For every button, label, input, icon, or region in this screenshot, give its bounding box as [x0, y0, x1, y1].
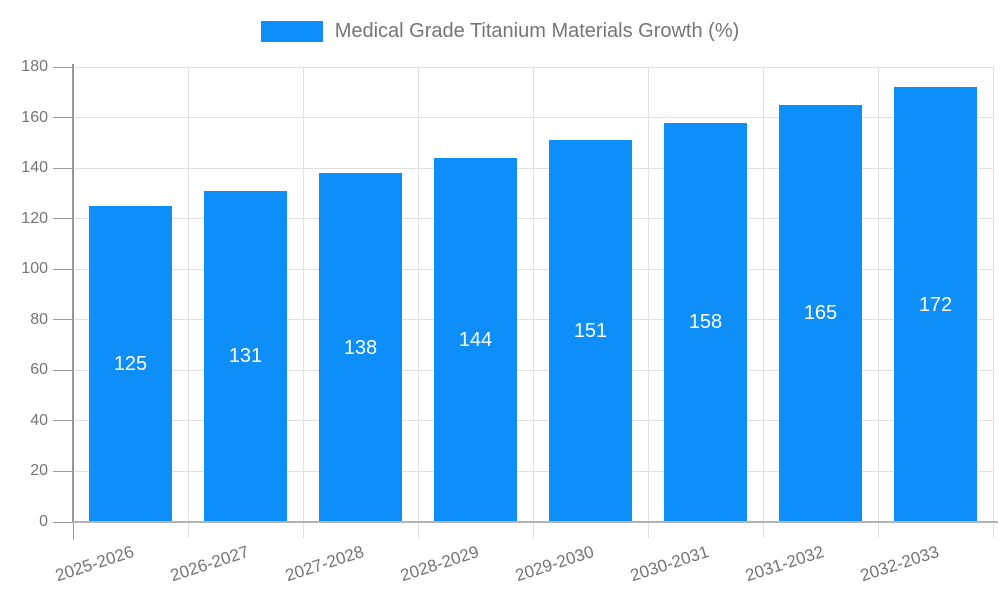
- bar-value-label: 165: [803, 302, 838, 325]
- bar: [434, 158, 517, 522]
- x-gridline: [417, 67, 419, 538]
- bar: [204, 190, 287, 522]
- bar-value-label: 158: [688, 311, 723, 334]
- y-tick-mark: [53, 420, 73, 422]
- bar-value-label: 125: [113, 353, 148, 375]
- x-gridline: [532, 67, 534, 538]
- y-tick-label: 40: [30, 411, 48, 429]
- bar: [894, 87, 977, 522]
- x-gridline: [302, 67, 304, 538]
- y-tick-label: 0: [39, 513, 48, 530]
- y-tick-label: 100: [21, 260, 48, 278]
- y-tick-label: 20: [30, 462, 48, 480]
- x-gridline: [762, 67, 764, 538]
- y-tick-mark: [53, 470, 73, 472]
- y-tick-mark: [53, 268, 73, 270]
- y-tick-label: 180: [21, 58, 48, 75]
- x-tick-label: 2027-2028: [283, 542, 367, 586]
- y-tick-mark: [53, 167, 73, 169]
- bar-value-label: 172: [918, 293, 953, 316]
- y-tick-label: 120: [21, 209, 48, 227]
- bar: [664, 122, 747, 522]
- y-tick-mark: [53, 218, 73, 220]
- y-tick-label: 80: [30, 310, 48, 328]
- y-tick-mark: [53, 319, 73, 321]
- x-gridline: [647, 67, 649, 538]
- legend-label: Medical Grade Titanium Materials Growth …: [334, 19, 740, 42]
- bar: [319, 173, 402, 522]
- chart-legend: Medical Grade Titanium Materials Growth …: [0, 19, 1000, 43]
- y-tick-mark: [53, 117, 73, 119]
- x-tick-label: 2030-2031: [628, 542, 712, 586]
- y-tick-mark: [53, 369, 73, 371]
- y-axis-line: [72, 64, 74, 522]
- bar-value-label: 144: [458, 329, 493, 351]
- bar: [779, 104, 862, 522]
- bar: [89, 206, 172, 522]
- x-tick-label: 2029-2030: [513, 542, 597, 586]
- bar-value-label: 151: [573, 320, 608, 343]
- x-tick-label: 2026-2027: [168, 542, 252, 586]
- y-tick-label: 60: [30, 361, 48, 379]
- x-tick-label: 2028-2029: [398, 542, 482, 586]
- x-axis-line: [73, 521, 998, 523]
- bar-value-label: 131: [228, 345, 263, 368]
- y-tick-mark: [53, 66, 73, 68]
- x-tick-label: 2032-2033: [858, 542, 942, 586]
- bar-value-label: 138: [343, 336, 378, 359]
- x-tick-label: 2025-2026: [53, 542, 137, 586]
- x-gridline: [992, 67, 994, 538]
- x-axis-tick: [72, 522, 74, 540]
- x-gridline: [877, 67, 879, 538]
- legend-color-swatch: [260, 20, 323, 42]
- y-tick-label: 160: [21, 108, 48, 126]
- x-gridline: [187, 67, 189, 538]
- y-tick-mark: [53, 521, 73, 523]
- y-tick-label: 140: [21, 159, 48, 177]
- x-tick-label: 2031-2032: [743, 542, 827, 586]
- bar: [549, 140, 632, 522]
